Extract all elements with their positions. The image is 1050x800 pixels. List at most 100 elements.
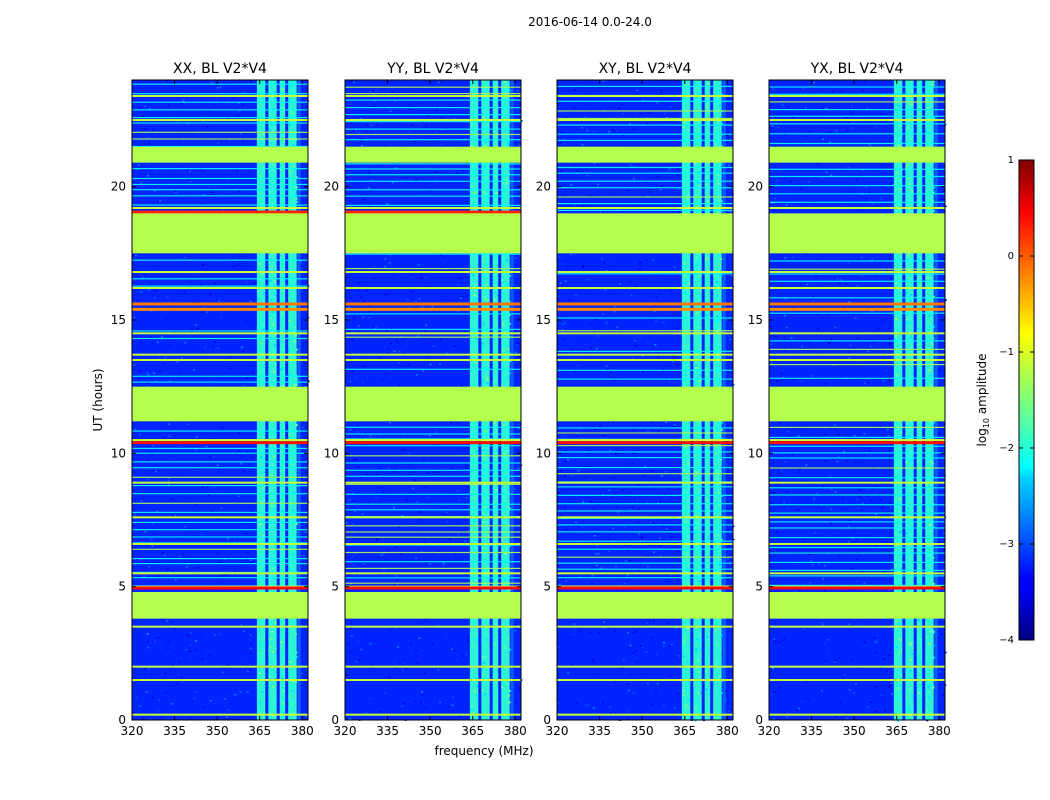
noise-pixel: [168, 477, 171, 479]
noise-pixel: [610, 496, 613, 499]
signal-pixel: [471, 342, 475, 345]
signal-pixel: [475, 450, 478, 453]
noise-pixel: [460, 684, 463, 687]
noise-pixel: [238, 110, 241, 112]
signal-pixel: [270, 489, 273, 492]
noise-pixel: [370, 436, 373, 438]
signal-pixel: [484, 502, 488, 505]
noise-pixel: [613, 256, 615, 259]
noise-pixel: [851, 658, 854, 661]
noise-pixel: [360, 357, 363, 359]
signal-pixel: [288, 99, 291, 102]
noise-pixel: [808, 130, 811, 133]
noise-pixel: [594, 428, 597, 430]
noise-pixel: [632, 631, 635, 634]
noise-pixel: [776, 632, 779, 634]
noise-pixel: [677, 174, 680, 177]
noise-pixel: [383, 568, 385, 571]
signal-pixel: [697, 121, 700, 124]
signal-pixel: [483, 430, 487, 433]
noise-pixel: [137, 637, 140, 639]
noise-pixel: [361, 380, 364, 383]
signal-pixel: [501, 322, 504, 325]
noise-pixel: [183, 102, 186, 105]
noise-pixel: [561, 139, 564, 141]
noise-pixel: [840, 278, 843, 281]
noise-pixel: [396, 342, 399, 344]
time-stripe: [345, 567, 521, 569]
noise-pixel: [662, 525, 665, 527]
signal-pixel: [296, 348, 299, 351]
panel-title: YY, BL V2*V4: [386, 61, 479, 77]
noise-pixel: [937, 636, 940, 639]
signal-pixel: [716, 174, 719, 176]
noise-pixel: [869, 499, 872, 502]
noise-pixel: [608, 131, 610, 133]
signal-pixel: [287, 695, 290, 698]
noise-pixel: [835, 716, 838, 718]
signal-pixel: [292, 680, 295, 683]
noise-pixel: [224, 254, 227, 256]
signal-pixel: [683, 641, 686, 643]
noise-pixel: [573, 89, 576, 91]
noise-pixel: [827, 639, 830, 641]
noise-pixel: [514, 629, 517, 632]
time-stripe: [345, 462, 521, 464]
time-stripe: [557, 486, 733, 488]
time-stripe: [345, 174, 521, 176]
signal-pixel: [483, 349, 486, 351]
noise-pixel: [851, 104, 853, 107]
noise-pixel: [573, 107, 576, 109]
noise-pixel: [772, 87, 775, 90]
noise-pixel: [850, 112, 853, 115]
noise-pixel: [374, 327, 377, 329]
noise-pixel: [813, 81, 815, 84]
signal-pixel: [699, 349, 702, 352]
signal-pixel: [699, 633, 703, 636]
signal-pixel: [486, 443, 489, 446]
signal-pixel: [272, 164, 275, 167]
signal-pixel: [503, 81, 507, 84]
noise-pixel: [849, 520, 852, 522]
signal-pixel: [696, 638, 699, 641]
signal-pixel: [716, 477, 719, 480]
noise-pixel: [875, 513, 878, 516]
noise-pixel: [140, 500, 143, 502]
noise-pixel: [368, 310, 371, 312]
noise-pixel: [460, 542, 463, 544]
noise-pixel: [664, 112, 666, 115]
noise-pixel: [724, 690, 727, 692]
noise-pixel: [574, 164, 577, 166]
signal-pixel: [275, 312, 278, 315]
noise-pixel: [146, 382, 149, 384]
noise-pixel: [390, 327, 393, 330]
time-stripe: [345, 475, 521, 477]
noise-pixel: [356, 431, 359, 433]
noise-pixel: [378, 705, 381, 707]
noise-pixel: [384, 294, 387, 296]
noise-pixel: [171, 703, 174, 705]
noise-pixel: [563, 322, 566, 325]
signal-pixel: [700, 335, 703, 338]
noise-pixel: [385, 356, 388, 358]
signal-pixel: [682, 335, 685, 338]
noise-pixel: [387, 468, 390, 470]
noise-pixel: [783, 133, 786, 136]
noise-pixel: [562, 139, 565, 141]
noise-pixel: [599, 211, 602, 213]
noise-pixel: [159, 370, 162, 372]
noise-pixel: [792, 306, 795, 309]
noise-pixel: [642, 475, 645, 477]
noise-pixel: [785, 326, 788, 329]
noise-pixel: [872, 465, 875, 467]
noise-pixel: [463, 167, 466, 169]
noise-pixel: [603, 621, 606, 623]
noise-pixel: [249, 634, 252, 636]
noise-pixel: [570, 663, 573, 665]
noise-pixel: [358, 661, 361, 663]
noise-pixel: [669, 106, 672, 108]
signal-pixel: [688, 205, 691, 208]
signal-pixel: [718, 191, 722, 194]
signal-pixel: [506, 683, 510, 686]
time-stripe: [345, 469, 521, 471]
